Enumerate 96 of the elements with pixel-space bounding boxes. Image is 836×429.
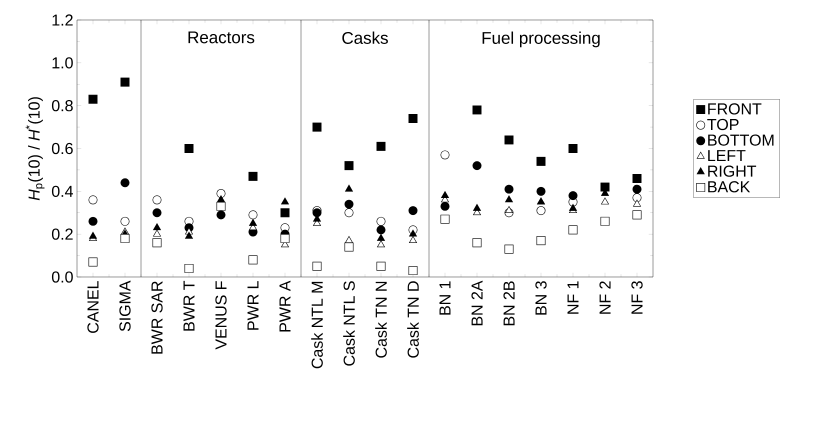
point (536, 156, 546, 166)
y-axis-title: H$_{p}$(10) / H$^{*}$(10) (26, 97, 44, 200)
point (505, 206, 513, 213)
legend-label: BOTTOM (708, 134, 774, 146)
x-tick-label: Cask NTL S (343, 281, 355, 366)
point (600, 216, 610, 226)
x-tick-label: NF 3 (631, 281, 643, 314)
point (440, 214, 450, 224)
point (88, 94, 98, 104)
point (281, 198, 289, 204)
point (152, 238, 162, 248)
point (472, 105, 482, 114)
point (632, 184, 642, 194)
point (153, 223, 161, 230)
x-tick-label: Cask TN N (375, 282, 387, 358)
x-tick-label: BN 3 (535, 281, 547, 315)
point (88, 258, 98, 266)
point (185, 232, 193, 239)
y-tick-label: 0.8 (52, 100, 73, 112)
y-tick-label: 0.4 (52, 186, 74, 197)
point (344, 200, 354, 209)
y-tick-label: 1.0 (52, 57, 73, 68)
point (409, 236, 417, 243)
point (88, 216, 98, 226)
annotation: Reactors (188, 32, 254, 44)
point (505, 195, 513, 202)
point (569, 204, 577, 211)
legend-label: LEFT (708, 150, 746, 162)
point (568, 144, 578, 153)
point (632, 174, 642, 183)
point (408, 114, 418, 123)
point (376, 142, 386, 151)
point (120, 234, 130, 243)
point (504, 135, 514, 144)
point (280, 208, 290, 218)
point (377, 234, 385, 241)
point (376, 262, 386, 271)
x-tick-label: CANEL (87, 281, 99, 333)
point (601, 198, 609, 204)
point (472, 161, 482, 170)
y-tick-label: 0.2 (52, 228, 73, 240)
y-tick-label: 1.2 (52, 14, 73, 26)
x-tick-label: BWR T (184, 280, 194, 331)
point (345, 236, 353, 243)
point (249, 218, 257, 226)
x-tick-label: NF 2 (599, 281, 611, 314)
point (440, 202, 450, 211)
x-tick-label: BN 1 (440, 281, 450, 315)
x-tick-label: PWR L (248, 281, 258, 330)
x-tick-label: SIGMA (119, 280, 131, 332)
point (184, 144, 194, 153)
legend-label: BACK (708, 181, 750, 192)
point (408, 206, 418, 216)
point (376, 225, 386, 234)
legend-label: FRONT (708, 103, 762, 115)
point (568, 191, 578, 200)
point (536, 186, 546, 196)
point (345, 184, 353, 192)
point (216, 210, 226, 220)
point (632, 210, 642, 220)
x-tick-label: BWR SAR (151, 281, 163, 354)
y-tick-label: 0.0 (52, 271, 73, 283)
point (280, 234, 290, 243)
x-tick-label: VENUS F (215, 281, 227, 350)
x-tick-label: PWR A (280, 280, 290, 332)
point (153, 230, 161, 237)
point (248, 172, 258, 181)
annotation: Fuel processing (482, 32, 600, 48)
point (377, 240, 385, 248)
point (441, 191, 449, 198)
x-tick-label: BN 2B (503, 281, 515, 326)
point (344, 161, 354, 170)
point (312, 122, 322, 132)
legend-label: RIGHT (708, 166, 756, 177)
point (408, 266, 418, 276)
point (120, 78, 130, 87)
point (312, 262, 322, 271)
point (536, 236, 546, 246)
point (633, 200, 641, 207)
point (152, 208, 162, 218)
point (504, 244, 514, 254)
point (504, 184, 514, 194)
x-tick-label: NF 1 (568, 281, 578, 314)
x-tick-label: BN 2A (471, 280, 483, 326)
point (409, 230, 417, 237)
point (248, 255, 258, 264)
y-tick-label: 0.6 (52, 142, 73, 154)
annotation: Casks (342, 32, 388, 44)
point (120, 178, 130, 188)
point (472, 238, 482, 248)
point (568, 225, 578, 234)
legend-label: TOP (707, 118, 739, 130)
point (473, 204, 481, 211)
point (600, 182, 610, 192)
x-tick-label: Cask NTL M (311, 282, 323, 368)
x-tick-label: Cask TN D (407, 281, 419, 358)
